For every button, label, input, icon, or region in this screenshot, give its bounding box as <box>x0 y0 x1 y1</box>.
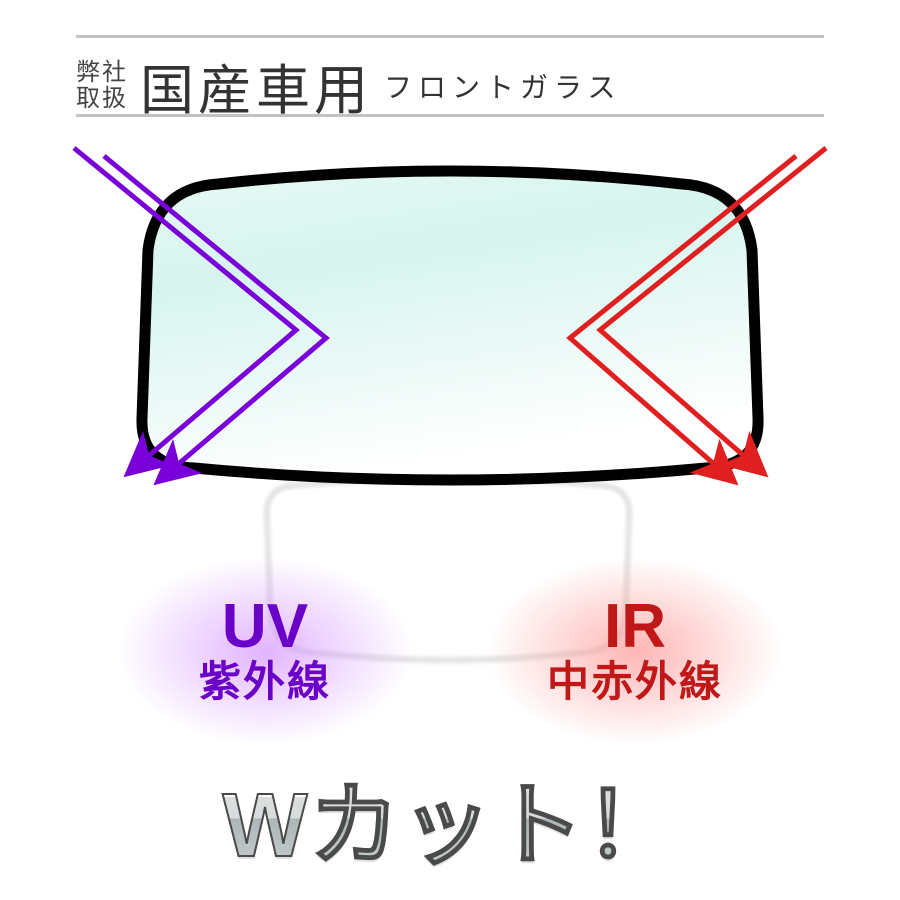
header-prefix: 弊社 取扱 <box>76 60 128 110</box>
badge-row: UV 紫外線 IR 中赤外線 <box>0 576 900 726</box>
uv-word: 紫外線 <box>199 658 331 706</box>
w-cut-text: Wカット！ <box>223 776 678 876</box>
uv-badge: UV 紫外線 <box>135 576 395 726</box>
uv-abbrev: UV <box>222 596 308 658</box>
ir-word: 中赤外線 <box>547 658 723 706</box>
header-prefix-line1: 弊社 <box>76 60 128 85</box>
ir-badge: IR 中赤外線 <box>505 576 765 726</box>
windshield-glass <box>142 171 758 480</box>
header-prefix-line2: 取扱 <box>76 86 128 111</box>
ir-abbrev: IR <box>604 596 666 658</box>
infographic-stage: 弊社 取扱 国産車用 フロントガラス <box>0 0 900 900</box>
header-title-sub: フロントガラス <box>384 66 621 106</box>
header: 弊社 取扱 国産車用 フロントガラス <box>76 46 621 125</box>
footer: Wカット！ <box>0 752 900 882</box>
windshield-svg <box>132 154 768 494</box>
header-rule-top <box>76 35 824 38</box>
header-title-main: 国産車用 <box>140 46 372 125</box>
windshield <box>132 154 768 499</box>
